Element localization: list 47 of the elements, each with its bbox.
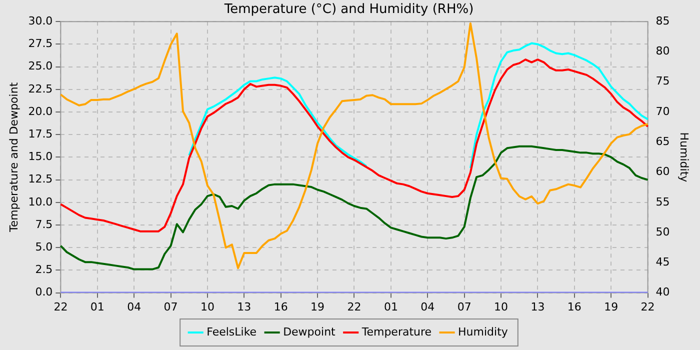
x-tick-label: 16: [274, 300, 288, 314]
x-tick-label: 10: [200, 300, 214, 314]
x-tick-label: 22: [54, 300, 68, 314]
y2-tick-label: 65: [656, 134, 670, 148]
x-tick-label: 13: [530, 300, 545, 314]
y-tick-label: 22.5: [28, 82, 53, 96]
y2-tick-label: 75: [656, 74, 670, 88]
x-tick-label: 16: [567, 300, 582, 314]
y-axis-title: Temperature and Dewpoint: [7, 82, 20, 234]
x-tick-label: 04: [127, 300, 142, 314]
y2-tick-label: 80: [656, 44, 670, 58]
x-tick-label: 22: [347, 300, 362, 314]
x-tick-label: 01: [90, 300, 104, 314]
y-tick-label: 10.0: [28, 195, 53, 208]
y-tick-label: 12.5: [28, 172, 53, 186]
y-tick-label: 20.0: [28, 104, 53, 118]
legend-label: FeelsLike: [206, 325, 257, 338]
y-tick-label: 15.0: [28, 150, 53, 164]
y-tick-label: 30.0: [28, 14, 53, 28]
y2-tick-label: 55: [656, 195, 670, 208]
y2-tick-label: 70: [656, 104, 670, 118]
x-tick-label: 13: [237, 300, 252, 314]
y2-axis-title: Humidity: [678, 132, 691, 183]
y-tick-label: 25.0: [28, 60, 53, 73]
legend-label: Temperature: [360, 325, 432, 338]
x-tick-label: 19: [310, 300, 325, 314]
y-tick-label: 2.5: [35, 263, 53, 276]
x-tick-label: 04: [420, 300, 435, 314]
y-tick-label: 17.5: [28, 127, 53, 140]
chart-title: Temperature (°C) and Humidity (RH%): [223, 2, 474, 18]
legend-label: Humidity: [458, 325, 508, 338]
x-tick-label: 07: [164, 300, 178, 314]
y2-tick-label: 85: [656, 14, 670, 28]
x-tick-label: 22: [640, 300, 655, 314]
y-tick-label: 0.0: [35, 286, 53, 299]
x-tick-label: 01: [384, 300, 398, 314]
y2-tick-label: 45: [656, 256, 670, 269]
x-tick-label: 19: [604, 300, 618, 314]
x-tick-label: 07: [457, 300, 472, 314]
y-tick-label: 7.5: [35, 218, 53, 231]
y2-tick-label: 40: [656, 286, 670, 299]
x-tick-label: 10: [494, 300, 508, 314]
y2-tick-label: 60: [656, 165, 670, 178]
legend-label: Dewpoint: [283, 325, 336, 338]
y2-tick-label: 50: [656, 225, 670, 238]
y-tick-label: 27.5: [28, 37, 53, 50]
y-tick-label: 5.0: [35, 240, 53, 254]
